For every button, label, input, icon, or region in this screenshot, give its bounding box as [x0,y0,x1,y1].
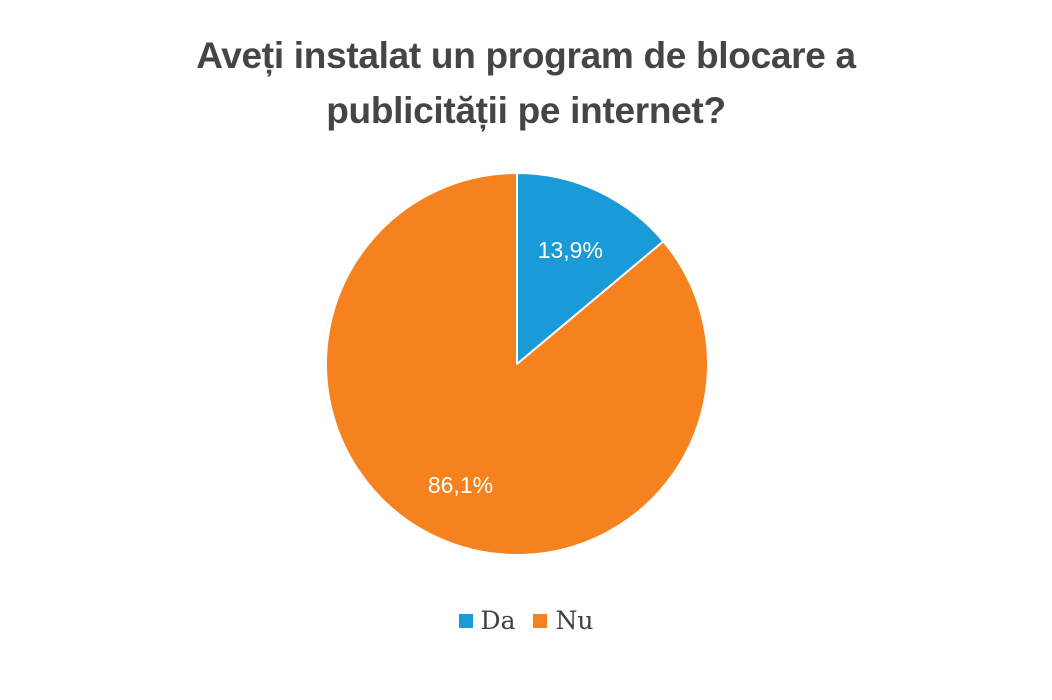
pie-slices [325,172,709,556]
pie-label-nu: 86,1% [428,472,493,498]
legend-swatch-nu [533,613,548,628]
chart-title-line-1: Aveți instalat un program de blocare a [196,35,856,76]
legend-item-nu[interactable]: Nu [533,606,593,635]
pie-labels: 13,9% 86,1% [428,237,603,498]
chart-title-line-2: publicității pe internet? [326,90,726,131]
pie-slice-da[interactable] [516,172,665,365]
chart-title: Aveți instalat un program de blocare a p… [0,28,1052,138]
chart-legend: Da Nu [0,606,1052,635]
pie-slice-nu[interactable] [325,172,709,556]
legend-item-da[interactable]: Da [458,606,516,635]
legend-label-nu: Nu [555,606,594,635]
pie-label-da: 13,9% [538,237,603,263]
legend-swatch-da [458,613,473,628]
legend-label-da: Da [480,606,516,635]
